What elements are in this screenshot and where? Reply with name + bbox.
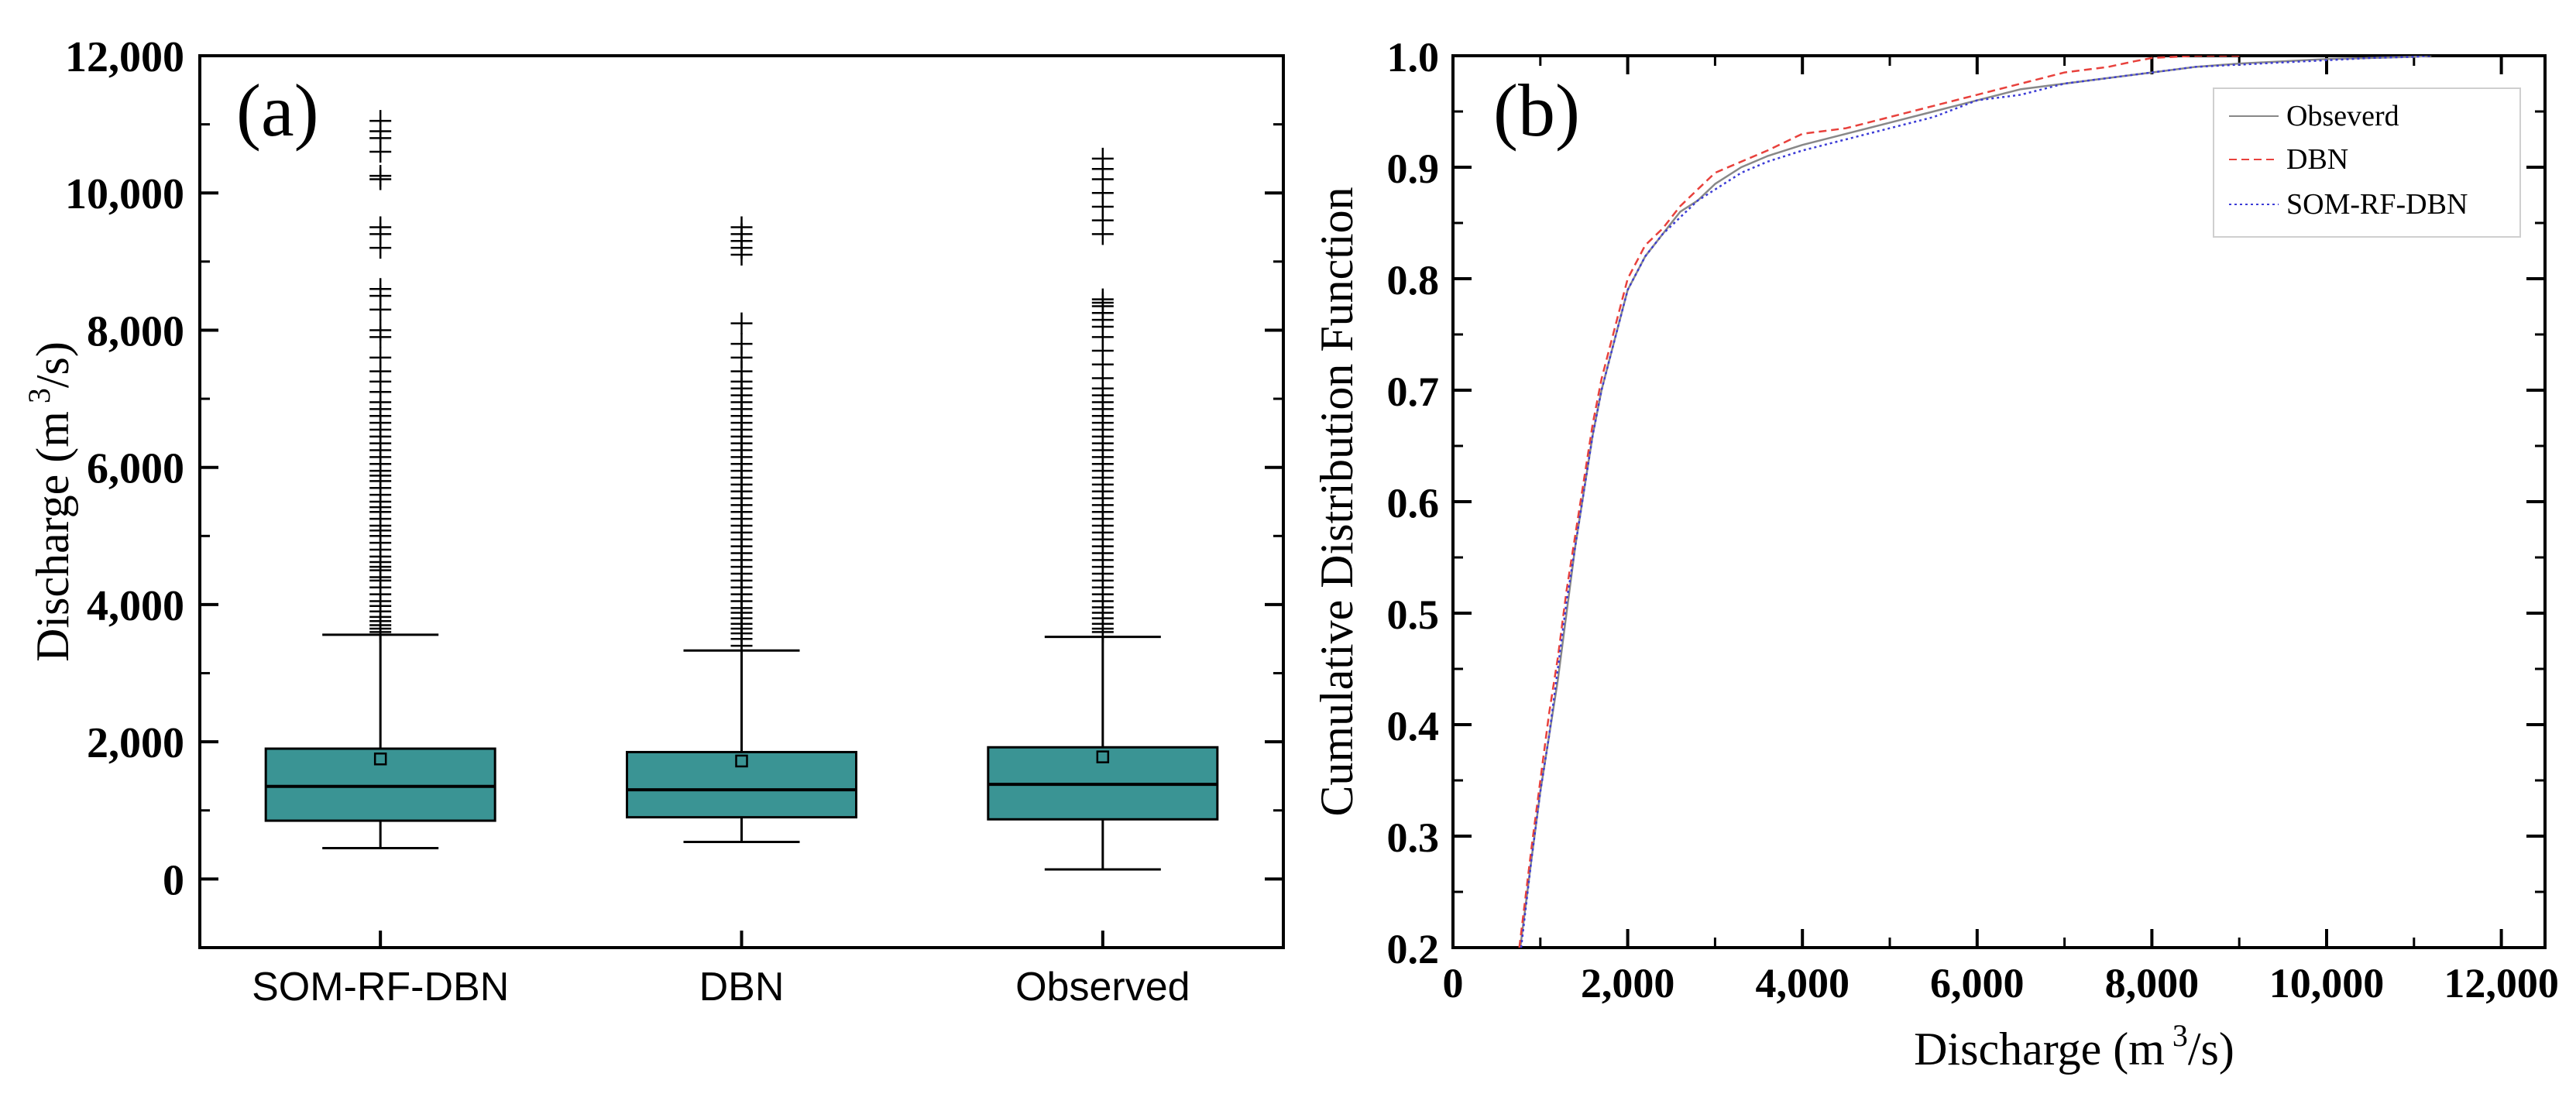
box-observed: [987, 147, 1219, 871]
outlier-marker: [1091, 288, 1114, 310]
y-tick-label: 0.6: [1387, 480, 1440, 526]
series-line-dbn: [1518, 56, 2240, 948]
legend-label-dbn: DBN: [2286, 143, 2348, 176]
outlier-marker: [369, 165, 392, 187]
y-tick-label: 0.5: [1387, 591, 1440, 638]
y-tick-label: 4,000: [87, 582, 184, 630]
y-tick-label: 0.2: [1387, 926, 1440, 972]
outlier-marker: [1091, 147, 1114, 170]
y-tick-label: 0.3: [1387, 814, 1440, 861]
x-tick-label: Observed: [1015, 965, 1190, 1010]
outlier-marker: [730, 216, 753, 238]
outlier-marker: [730, 312, 753, 334]
outlier-marker: [730, 333, 753, 355]
x-tick-label: 10,000: [2269, 960, 2385, 1006]
outlier-marker: [369, 216, 392, 238]
series-line-obseverd: [1519, 56, 2432, 948]
y-tick-label: 2,000: [87, 719, 184, 767]
x-tick-label: 6,000: [1930, 960, 2025, 1006]
y-tick-label: 10,000: [65, 170, 184, 218]
x-tick-label: DBN: [699, 965, 785, 1010]
y-tick-label: 8,000: [87, 307, 184, 355]
panel-b-legend: Obseverd DBN SOM-RF-DBN: [2213, 87, 2521, 238]
panel-a-y-axis-title: Discharge (m3/s): [22, 341, 78, 662]
panel-b-series: [1518, 56, 2432, 948]
x-tick-label: 8,000: [2105, 960, 2200, 1006]
panel-b-cdf: (b) Cumulative Distribution Function Dis…: [1311, 34, 2559, 1075]
x-tick-label: 0: [1443, 960, 1464, 1006]
legend-box: [2213, 87, 2521, 238]
x-tick-label: 2,000: [1581, 960, 1675, 1006]
box-som-rf-dbn: [264, 110, 496, 850]
y-tick-label: 0.7: [1387, 369, 1440, 415]
legend-label-obseverd: Obseverd: [2286, 100, 2399, 132]
y-tick-label: 1.0: [1387, 34, 1440, 81]
y-tick-label: 0.8: [1387, 257, 1440, 303]
y-tick-label: 0.4: [1387, 703, 1440, 749]
outlier-marker: [369, 110, 392, 132]
mean-marker: [735, 754, 748, 768]
panel-b-label: (b): [1493, 69, 1580, 152]
y-tick-label: 0.9: [1387, 146, 1440, 192]
iqr-box: [626, 750, 857, 819]
panel-b-x-axis-title: Discharge (m 3/s): [1914, 1018, 2234, 1075]
outlier-marker: [369, 346, 392, 369]
mean-marker: [1096, 750, 1110, 763]
panel-b-y-axis-title: Cumulative Distribution Function: [1311, 187, 1362, 816]
x-tick-label: SOM-RF-DBN: [252, 965, 509, 1010]
y-tick-label: 12,000: [65, 33, 184, 81]
panel-a-boxplot: (a) Discharge (m3/s) 0 2,000 4,000 6,000 8,0…: [22, 33, 1285, 1010]
panel-a-y-ticks: 0 2,000 4,000 6,000 8,000 10,000 12,000: [65, 33, 1283, 904]
panel-a-label: (a): [236, 69, 319, 152]
legend-label-som-rf-dbn: SOM-RF-DBN: [2286, 188, 2468, 221]
y-tick-label: 0: [163, 856, 184, 904]
box-dbn: [626, 216, 857, 844]
panel-a-x-ticks: SOM-RF-DBN DBN Observed: [252, 931, 1190, 1010]
panel-a-boxes: [264, 110, 1219, 871]
x-tick-label: 12,000: [2444, 960, 2559, 1006]
x-tick-label: 4,000: [1755, 960, 1850, 1006]
iqr-box: [264, 747, 496, 822]
y-tick-label: 6,000: [87, 445, 184, 493]
mean-marker: [373, 753, 387, 766]
outlier-marker: [369, 319, 392, 341]
panel-b-ticks: 0 2,000 4,000 6,000 8,000 10,000 12,000 0.2 0.3 0…: [1387, 34, 2559, 1006]
outlier-marker: [369, 278, 392, 300]
